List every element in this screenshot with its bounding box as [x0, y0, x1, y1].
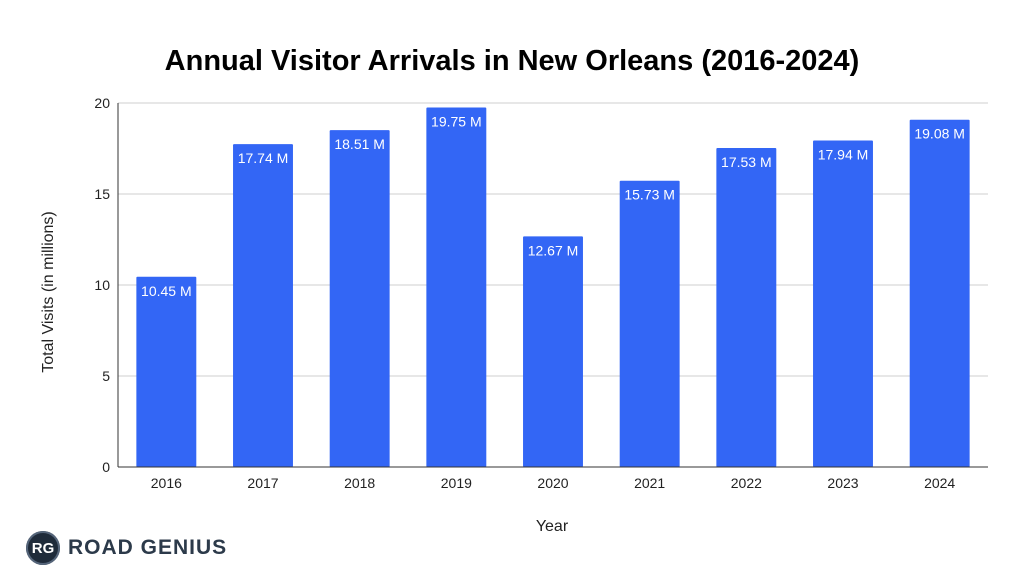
brand-logo: RG ROAD GENIUS [26, 531, 227, 565]
bar-2016 [136, 276, 197, 467]
y-axis-title: Total Visits (in millions) [40, 211, 57, 373]
data-label-2024: 19.08 M [914, 126, 965, 142]
bar-2020 [523, 236, 583, 467]
data-label-2017: 17.74 M [238, 150, 289, 166]
data-label-2021: 15.73 M [624, 187, 675, 203]
x-tick-label-2018: 2018 [344, 475, 375, 491]
data-label-2018: 18.51 M [334, 136, 385, 152]
bar-2023 [813, 140, 873, 467]
x-tick-label-2020: 2020 [537, 475, 568, 491]
bars [136, 107, 970, 468]
data-labels: 10.45 M 17.74 M 18.51 M 19.75 M 12.67 M 15.73… [141, 114, 965, 299]
x-tick-label-2016: 2016 [151, 475, 182, 491]
bar-2017 [233, 144, 293, 467]
x-tick-label-2021: 2021 [634, 475, 665, 491]
brand-name: ROAD GENIUS [68, 536, 228, 559]
x-tick-label-2022: 2022 [731, 475, 762, 491]
bar-2021 [619, 180, 680, 468]
x-tick-label-2024: 2024 [924, 475, 955, 491]
data-label-2022: 17.53 M [721, 154, 772, 170]
x-tick-label-2019: 2019 [441, 475, 472, 491]
bar-2019 [426, 107, 487, 468]
y-tick-label: 0 [102, 459, 110, 475]
bar-2024 [909, 119, 970, 467]
y-tick-label: 15 [94, 186, 110, 202]
y-tick-label: 20 [94, 95, 110, 111]
bar-2022 [716, 147, 777, 468]
data-label-2020: 12.67 M [528, 242, 579, 258]
y-tick-label: 5 [102, 368, 110, 384]
data-label-2023: 17.94 M [818, 146, 869, 162]
data-label-2019: 19.75 M [431, 114, 482, 130]
brand-badge-icon: RG [26, 531, 60, 565]
chart-title: Annual Visitor Arrivals in New Orleans (… [165, 45, 860, 77]
bar-2018 [329, 130, 390, 468]
axes: 0 5 10 15 20 2016 2017 2018 2019 2020 2021 2022 2023… [94, 95, 988, 491]
data-label-2016: 10.45 M [141, 283, 192, 299]
y-tick-label: 10 [94, 277, 110, 293]
x-tick-label-2017: 2017 [247, 475, 278, 491]
x-tick-label-2023: 2023 [827, 475, 858, 491]
x-axis-title: Year [536, 518, 569, 535]
